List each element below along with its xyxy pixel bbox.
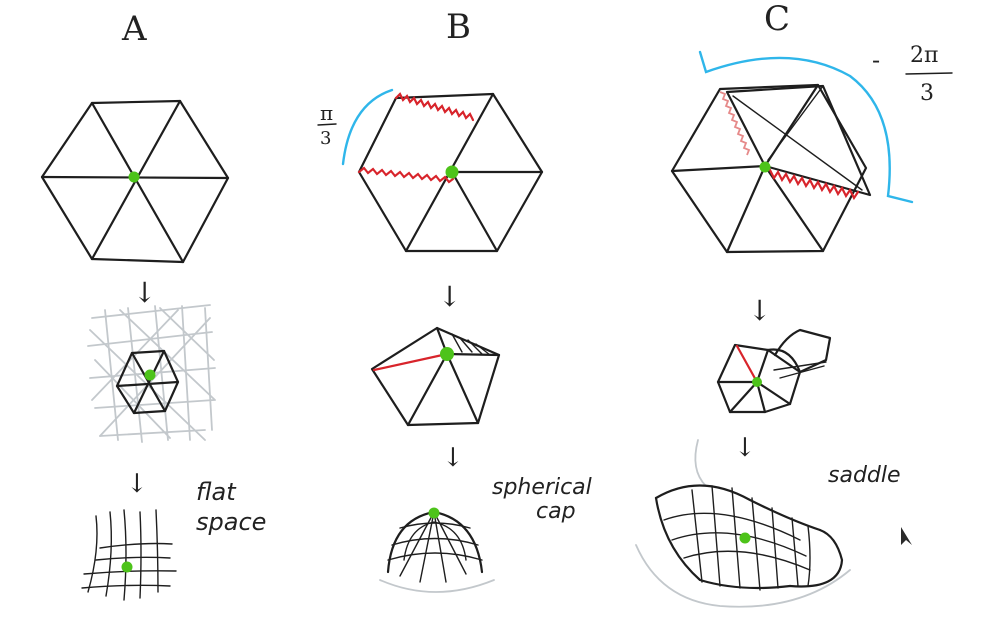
panel-a-hexagon [40,99,230,264]
vertex-dot [739,532,751,544]
panel-a-label: A [121,9,147,49]
panel-a: A ↓ [40,9,266,601]
arrow-down-icon: ↓ [133,276,156,309]
vertex-dot [144,369,156,381]
arrow-down-icon: ↓ [126,469,148,499]
vertex-dot [445,165,459,179]
cut-edge [735,344,759,384]
angle-numerator: 2π [910,43,938,68]
panel-b: B π 3 ↓ ↓ [317,7,592,593]
panel-a-embedded-hexagon [87,304,216,443]
angle-denominator: 3 [320,128,331,149]
panel-c-hexagon [670,83,872,254]
panel-c-caption-line1: saddle [828,463,901,488]
vertex-dot [128,171,140,183]
panel-a-flat-grid [81,509,177,601]
angle-arc [341,88,394,166]
panel-c-saddle [635,439,851,608]
panel-c-angle-annotation: - 2π 3 [698,43,953,204]
angle-sign: - [872,46,880,74]
arrow-down-icon: ↓ [734,433,756,463]
vertex-dot [752,377,762,387]
panel-c-label: C [764,0,790,39]
panel-b-angle-annotation: π 3 [317,88,394,166]
cut-edge [372,352,449,372]
angle-numerator: π [320,101,333,125]
panel-b-spherical-cap [379,507,495,593]
mouse-cursor-icon [901,527,912,545]
panel-b-hexagon [357,92,544,253]
arrow-down-icon: ↓ [438,280,461,313]
panel-b-caption-line2: cap [536,499,576,524]
angle-denominator: 3 [920,81,934,106]
panel-a-caption-line1: flat [196,478,237,506]
angle-arc [698,50,914,204]
panel-a-caption-line2: space [196,508,266,536]
vertex-dot [440,347,454,361]
vertex-dot [428,507,440,519]
cut-edge [394,92,475,122]
panel-c-ruffled-vertex [716,328,832,414]
vertex-dot [121,561,133,573]
cut-edge [768,168,860,201]
panel-b-caption-line1: spherical [492,475,592,500]
vertex-dot [759,161,771,173]
arrow-down-icon: ↓ [442,443,464,473]
panel-b-cone [370,326,501,427]
cut-edge [719,91,751,156]
cut-edge [357,166,455,184]
panel-c: C - 2π 3 ↓ [635,0,953,608]
panel-b-label: B [446,7,471,47]
arrow-down-icon: ↓ [748,294,771,327]
